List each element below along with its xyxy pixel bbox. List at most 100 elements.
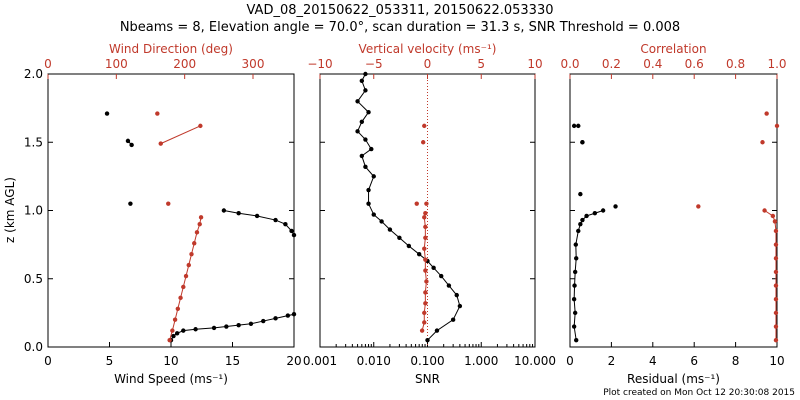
data-point bbox=[772, 219, 778, 224]
data-point bbox=[172, 317, 178, 322]
series-line bbox=[160, 125, 201, 145]
data-point bbox=[366, 110, 371, 115]
x-tick-label: 5 bbox=[106, 354, 114, 368]
data-point bbox=[416, 251, 422, 257]
series-1 bbox=[696, 111, 780, 343]
top-tick-label: 5 bbox=[477, 57, 485, 71]
data-point bbox=[446, 283, 452, 288]
data-point bbox=[773, 283, 779, 288]
x-tick-label: 20 bbox=[286, 354, 301, 368]
top-tick-label: −5 bbox=[365, 57, 383, 71]
data-point bbox=[379, 219, 384, 224]
data-point bbox=[128, 201, 133, 206]
series-line bbox=[356, 73, 461, 341]
data-point bbox=[422, 310, 427, 316]
y-tick-label: 2.0 bbox=[24, 67, 43, 81]
data-point bbox=[613, 204, 618, 209]
data-point bbox=[773, 297, 779, 302]
top-tick-label: 300 bbox=[242, 57, 265, 71]
data-point bbox=[584, 213, 589, 219]
data-point bbox=[178, 295, 183, 301]
x-tick-label: 0.001 bbox=[303, 354, 337, 368]
data-point bbox=[773, 228, 779, 234]
data-point bbox=[770, 213, 776, 219]
data-point bbox=[773, 256, 779, 261]
data-point bbox=[423, 290, 428, 295]
data-point bbox=[236, 211, 241, 216]
data-point bbox=[406, 243, 412, 249]
data-point bbox=[773, 269, 779, 275]
data-point bbox=[359, 78, 365, 84]
data-point bbox=[181, 284, 186, 290]
plot-frame bbox=[47, 73, 295, 348]
data-point bbox=[167, 337, 172, 343]
data-point bbox=[236, 322, 241, 328]
data-point bbox=[366, 201, 371, 206]
data-point bbox=[573, 242, 578, 247]
x-tick-label: 10 bbox=[769, 354, 784, 368]
data-point bbox=[166, 201, 171, 206]
data-point bbox=[170, 328, 175, 333]
data-point bbox=[422, 246, 427, 251]
data-point bbox=[387, 227, 393, 232]
data-point bbox=[422, 320, 427, 325]
y-tick-label: 0.5 bbox=[24, 272, 43, 286]
data-point bbox=[576, 123, 581, 129]
y-tick-label: 1.0 bbox=[24, 204, 43, 218]
data-point bbox=[423, 235, 428, 240]
data-point bbox=[197, 221, 202, 227]
data-point bbox=[254, 213, 260, 219]
data-point bbox=[578, 191, 583, 197]
data-point bbox=[104, 111, 110, 116]
data-point bbox=[414, 201, 419, 206]
data-point bbox=[421, 140, 426, 145]
data-point bbox=[762, 208, 767, 213]
data-point bbox=[366, 187, 371, 193]
data-point bbox=[155, 111, 160, 116]
data-point bbox=[248, 321, 254, 326]
top-axis-label: Vertical velocity (ms⁻¹) bbox=[359, 42, 497, 56]
data-point bbox=[572, 283, 577, 288]
data-point bbox=[592, 211, 598, 216]
data-point bbox=[359, 119, 365, 124]
data-point bbox=[397, 235, 402, 240]
top-tick-label: 0.6 bbox=[685, 57, 704, 71]
top-tick-label: 200 bbox=[173, 57, 196, 71]
chart-subtitle: Nbeams = 8, Elevation angle = 70.0°, sca… bbox=[120, 20, 680, 35]
data-point bbox=[192, 241, 197, 246]
top-tick-label: 0.8 bbox=[726, 57, 745, 71]
data-point bbox=[291, 312, 297, 317]
data-point bbox=[363, 71, 368, 77]
series-0 bbox=[355, 71, 463, 343]
panel-residual: 0 2 4 6 8 10 Residual (ms⁻¹) 0.0 0.2 0.4 0.6 0.8 1.0… bbox=[560, 42, 786, 386]
x-tick-label: 15 bbox=[225, 354, 240, 368]
data-point bbox=[457, 303, 463, 309]
x-tick-label: 0 bbox=[566, 354, 574, 368]
x-tick-label: 1.000 bbox=[464, 354, 498, 368]
top-tick-label: 0 bbox=[44, 57, 52, 71]
data-point bbox=[423, 257, 428, 262]
x-tick-label: 8 bbox=[732, 354, 740, 368]
data-point bbox=[224, 324, 229, 329]
panel-snr: 0.001 0.010 0.100 1.000 10.000 SNR −10 −5 0 5 10 Ve… bbox=[303, 42, 556, 386]
data-point bbox=[576, 228, 581, 234]
data-point bbox=[439, 273, 444, 279]
data-point bbox=[572, 269, 578, 275]
data-point bbox=[363, 137, 368, 142]
top-tick-label: 0 bbox=[424, 57, 432, 71]
x-tick-label: 0 bbox=[44, 354, 52, 368]
data-point bbox=[174, 331, 180, 336]
data-point bbox=[355, 129, 360, 134]
data-point bbox=[450, 317, 456, 322]
data-point bbox=[600, 208, 606, 213]
data-point bbox=[371, 212, 376, 217]
data-point bbox=[198, 123, 203, 129]
series-0 bbox=[571, 123, 618, 343]
data-point bbox=[774, 123, 780, 129]
x-tick-label: 4 bbox=[649, 354, 657, 368]
top-tick-label: −10 bbox=[307, 57, 332, 71]
top-tick-label: 100 bbox=[105, 57, 128, 71]
data-point bbox=[194, 230, 200, 235]
